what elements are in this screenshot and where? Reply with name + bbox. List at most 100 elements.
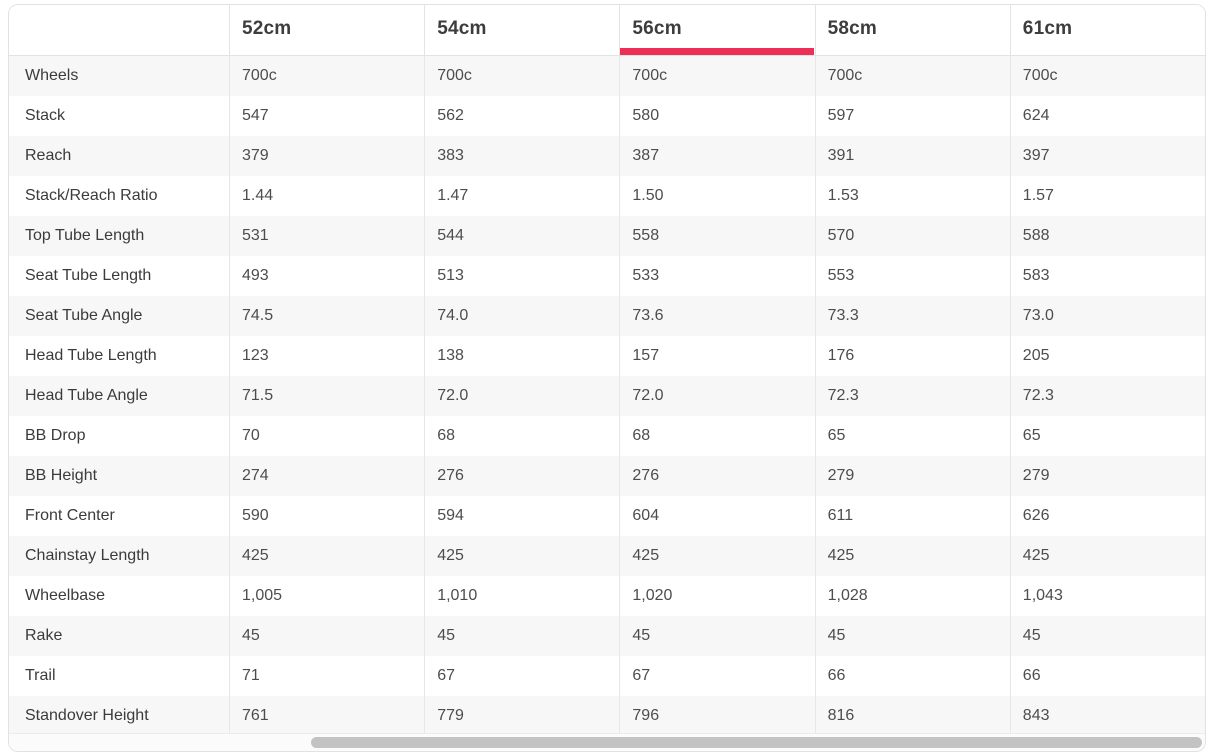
geometry-value-cell: 176 xyxy=(814,336,1010,376)
tab-size-52cm[interactable]: 52cm xyxy=(229,5,425,56)
row-label: Seat Tube Length xyxy=(9,256,229,296)
geometry-value-cell: 71 xyxy=(229,656,425,696)
row-label: Wheelbase xyxy=(9,576,229,616)
geometry-value-cell: 276 xyxy=(619,456,815,496)
geometry-value-cell: 72.0 xyxy=(619,376,815,416)
geometry-value-cell: 73.0 xyxy=(1009,296,1205,336)
size-tab-label: 56cm xyxy=(632,17,682,39)
geometry-table-card: 52cm 54cm 56cm 58cm 61cm Wheels 700c 700c 700c 70… xyxy=(8,4,1206,752)
tab-size-56cm[interactable]: 56cm xyxy=(619,5,815,56)
geometry-value-cell: 580 xyxy=(619,96,815,136)
horizontal-scrollbar-track[interactable] xyxy=(9,733,1205,751)
geometry-value-cell: 74.0 xyxy=(424,296,620,336)
geometry-value-cell: 700c xyxy=(229,56,425,96)
geometry-value-cell: 796 xyxy=(619,696,815,736)
geometry-value-cell: 700c xyxy=(1009,56,1205,96)
geometry-value-cell: 45 xyxy=(1009,616,1205,656)
geometry-value-cell: 553 xyxy=(814,256,1010,296)
geometry-value-cell: 66 xyxy=(1009,656,1205,696)
geometry-value-cell: 531 xyxy=(229,216,425,256)
geometry-value-cell: 570 xyxy=(814,216,1010,256)
active-tab-underline xyxy=(620,48,814,55)
geometry-value-cell: 397 xyxy=(1009,136,1205,176)
geometry-value-cell: 597 xyxy=(814,96,1010,136)
geometry-value-cell: 391 xyxy=(814,136,1010,176)
geometry-value-cell: 279 xyxy=(814,456,1010,496)
geometry-value-cell: 65 xyxy=(814,416,1010,456)
row-label: Top Tube Length xyxy=(9,216,229,256)
geometry-value-cell: 74.5 xyxy=(229,296,425,336)
row-label: Stack xyxy=(9,96,229,136)
geometry-value-cell: 493 xyxy=(229,256,425,296)
horizontal-scrollbar-thumb[interactable] xyxy=(311,737,1202,748)
geometry-value-cell: 1,020 xyxy=(619,576,815,616)
geometry-value-cell: 65 xyxy=(1009,416,1205,456)
row-label: Chainstay Length xyxy=(9,536,229,576)
geometry-value-cell: 1,005 xyxy=(229,576,425,616)
geometry-value-cell: 72.3 xyxy=(814,376,1010,416)
tab-size-61cm[interactable]: 61cm xyxy=(1009,5,1205,56)
geometry-value-cell: 68 xyxy=(619,416,815,456)
geometry-value-cell: 1.57 xyxy=(1009,176,1205,216)
geometry-value-cell: 45 xyxy=(229,616,425,656)
geometry-value-cell: 700c xyxy=(619,56,815,96)
size-tab-label: 61cm xyxy=(1022,17,1073,39)
geometry-value-cell: 72.0 xyxy=(424,376,620,416)
geometry-value-cell: 425 xyxy=(619,536,815,576)
geometry-value-cell: 157 xyxy=(619,336,815,376)
geometry-value-cell: 205 xyxy=(1009,336,1205,376)
row-label: Head Tube Length xyxy=(9,336,229,376)
geometry-value-cell: 45 xyxy=(814,616,1010,656)
geometry-value-cell: 1,028 xyxy=(814,576,1010,616)
geometry-value-cell: 562 xyxy=(424,96,620,136)
geometry-value-cell: 276 xyxy=(424,456,620,496)
geometry-value-cell: 1.53 xyxy=(814,176,1010,216)
row-label: Trail xyxy=(9,656,229,696)
geometry-value-cell: 1,043 xyxy=(1009,576,1205,616)
geometry-value-cell: 1.50 xyxy=(619,176,815,216)
geometry-value-cell: 624 xyxy=(1009,96,1205,136)
row-label: Front Center xyxy=(9,496,229,536)
geometry-value-cell: 425 xyxy=(814,536,1010,576)
geometry-value-cell: 816 xyxy=(814,696,1010,736)
geometry-value-cell: 379 xyxy=(229,136,425,176)
geometry-value-cell: 425 xyxy=(424,536,620,576)
geometry-value-cell: 590 xyxy=(229,496,425,536)
geometry-value-cell: 761 xyxy=(229,696,425,736)
geometry-value-cell: 138 xyxy=(424,336,620,376)
geometry-value-cell: 594 xyxy=(424,496,620,536)
geometry-value-cell: 1.44 xyxy=(229,176,425,216)
geometry-value-cell: 383 xyxy=(424,136,620,176)
geometry-value-cell: 583 xyxy=(1009,256,1205,296)
table-corner-cell xyxy=(9,5,229,56)
geometry-value-cell: 123 xyxy=(229,336,425,376)
geometry-value-cell: 611 xyxy=(814,496,1010,536)
row-label: Reach xyxy=(9,136,229,176)
row-label: Rake xyxy=(9,616,229,656)
geometry-value-cell: 700c xyxy=(424,56,620,96)
geometry-value-cell: 67 xyxy=(619,656,815,696)
geometry-value-cell: 843 xyxy=(1009,696,1205,736)
size-tab-label: 54cm xyxy=(437,17,487,39)
geometry-value-cell: 513 xyxy=(424,256,620,296)
row-label: BB Height xyxy=(9,456,229,496)
geometry-value-cell: 626 xyxy=(1009,496,1205,536)
tab-size-58cm[interactable]: 58cm xyxy=(814,5,1010,56)
row-label: Head Tube Angle xyxy=(9,376,229,416)
geometry-value-cell: 387 xyxy=(619,136,815,176)
size-tab-label: 52cm xyxy=(242,17,292,39)
geometry-value-cell: 71.5 xyxy=(229,376,425,416)
geometry-value-cell: 779 xyxy=(424,696,620,736)
geometry-value-cell: 73.6 xyxy=(619,296,815,336)
geometry-value-cell: 1.47 xyxy=(424,176,620,216)
geometry-value-cell: 604 xyxy=(619,496,815,536)
geometry-value-cell: 45 xyxy=(424,616,620,656)
size-tab-label: 58cm xyxy=(827,17,877,39)
tab-size-54cm[interactable]: 54cm xyxy=(424,5,620,56)
geometry-value-cell: 68 xyxy=(424,416,620,456)
row-label: BB Drop xyxy=(9,416,229,456)
geometry-value-cell: 45 xyxy=(619,616,815,656)
row-label: Stack/Reach Ratio xyxy=(9,176,229,216)
geometry-value-cell: 547 xyxy=(229,96,425,136)
geometry-value-cell: 72.3 xyxy=(1009,376,1205,416)
